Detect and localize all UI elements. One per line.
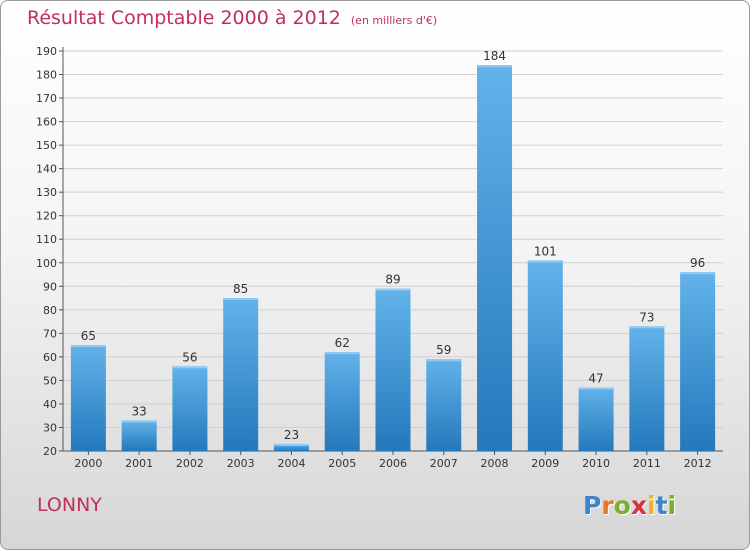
data-label: 85	[233, 282, 248, 296]
logo-letter: P	[583, 491, 602, 520]
y-tick-label: 40	[43, 398, 57, 411]
x-axis: 2000 2001 2002 2003 2004 2005 2006 2007 2008 2009…	[63, 450, 723, 470]
bar[interactable]	[70, 345, 106, 451]
y-tick-label: 100	[36, 257, 57, 270]
bar-highlight	[172, 366, 208, 369]
bar-highlight	[680, 272, 716, 275]
y-tick-label: 160	[36, 116, 57, 129]
x-tick-label: 2004	[277, 457, 305, 470]
bar[interactable]	[172, 366, 208, 451]
bars	[70, 65, 716, 451]
data-label: 184	[483, 49, 506, 63]
y-tick-label: 170	[36, 92, 57, 105]
x-tick-label: 2006	[379, 457, 407, 470]
bar-highlight	[477, 65, 513, 68]
data-label: 62	[335, 336, 350, 350]
data-label: 33	[132, 404, 147, 418]
logo-letter: o	[613, 491, 631, 520]
bar-highlight	[223, 298, 259, 301]
y-tick-label: 90	[43, 280, 57, 293]
bar-highlight	[121, 420, 157, 423]
y-tick-label: 60	[43, 351, 57, 364]
logo-letter: i	[647, 491, 656, 520]
x-tick-label: 2003	[227, 457, 255, 470]
x-tick-label: 2001	[125, 457, 153, 470]
y-tick-label: 70	[43, 327, 57, 340]
x-tick-label: 2010	[582, 457, 610, 470]
data-label: 73	[639, 310, 654, 324]
x-tick-label: 2007	[430, 457, 458, 470]
proxiti-logo[interactable]: Proxiti	[583, 491, 676, 520]
bar[interactable]	[273, 443, 309, 451]
bar[interactable]	[629, 326, 665, 451]
data-label: 56	[182, 350, 197, 364]
x-tick-label: 2011	[633, 457, 661, 470]
x-tick-label: 2000	[74, 457, 102, 470]
x-tick-label: 2005	[328, 457, 356, 470]
bar[interactable]	[527, 260, 563, 451]
bar[interactable]	[578, 387, 614, 451]
data-label: 59	[436, 343, 451, 357]
y-tick-label: 120	[36, 210, 57, 223]
y-tick-label: 80	[43, 304, 57, 317]
bar-highlight	[375, 288, 411, 291]
bar-highlight	[426, 359, 462, 362]
data-label: 101	[534, 244, 557, 258]
bar-highlight	[70, 345, 106, 348]
bar[interactable]	[375, 288, 411, 451]
data-labels: 65 33 56 85 23 62 89 59 184 101 47 73 96	[81, 49, 706, 442]
logo-letter: t	[655, 491, 668, 520]
bar-highlight	[273, 443, 309, 446]
data-label: 23	[284, 428, 299, 442]
logo-letter: x	[630, 491, 647, 520]
chart-title: Résultat Comptable 2000 à 2012 (en millie…	[27, 7, 437, 29]
bar-highlight	[527, 260, 563, 263]
commune-name: LONNY	[37, 494, 102, 516]
y-tick-label: 130	[36, 186, 57, 199]
y-axis: 20 30 40 50 60 70 80 90 100 110 120 130 140 150 160 170…	[36, 45, 64, 458]
bar[interactable]	[426, 359, 462, 451]
data-label: 89	[385, 273, 400, 287]
data-label: 47	[588, 371, 603, 385]
title-main: Résultat Comptable 2000 à 2012	[27, 7, 341, 29]
y-tick-label: 140	[36, 163, 57, 176]
y-tick-label: 190	[36, 45, 57, 58]
bar-highlight	[324, 352, 360, 355]
y-tick-label: 20	[43, 445, 57, 458]
x-tick-label: 2002	[176, 457, 204, 470]
bar-highlight	[629, 326, 665, 329]
bar[interactable]	[680, 272, 716, 451]
bar[interactable]	[477, 65, 513, 451]
y-tick-label: 110	[36, 233, 57, 246]
x-tick-label: 2009	[531, 457, 559, 470]
title-unit: (en milliers d'€)	[350, 14, 438, 27]
y-tick-label: 180	[36, 69, 57, 82]
data-label: 96	[690, 256, 705, 270]
x-tick-label: 2008	[481, 457, 509, 470]
y-tick-label: 50	[43, 374, 57, 387]
bar[interactable]	[223, 298, 259, 451]
y-tick-label: 150	[36, 139, 57, 152]
logo-letter: i	[667, 491, 677, 520]
y-tick-label: 30	[43, 421, 57, 434]
bar[interactable]	[324, 352, 360, 451]
x-tick-label: 2012	[684, 457, 712, 470]
data-label: 65	[81, 329, 96, 343]
bar[interactable]	[121, 420, 157, 451]
bar-highlight	[578, 387, 614, 390]
logo-letter: r	[601, 491, 614, 520]
